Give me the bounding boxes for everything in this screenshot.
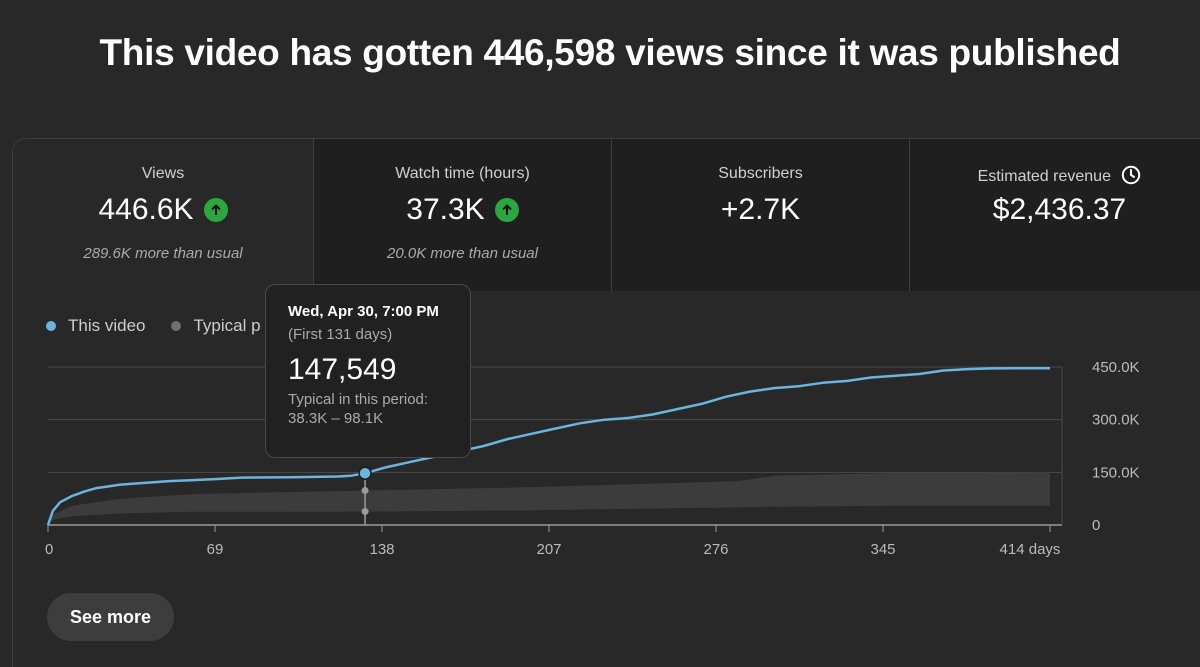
tab-subscribers[interactable]: Subscribers +2.7K bbox=[611, 139, 909, 291]
legend-label: Typical p bbox=[193, 316, 261, 335]
y-tick-label: 450.0K bbox=[1092, 359, 1140, 376]
clock-icon bbox=[1121, 165, 1141, 190]
tab-label-text: Estimated revenue bbox=[977, 168, 1111, 185]
tooltip-typical-label: Typical in this period: bbox=[288, 391, 429, 408]
tab-label: Watch time (hours) bbox=[395, 165, 530, 182]
tab-note: 20.0K more than usual bbox=[387, 245, 538, 262]
tooltip-typical-range: 38.3K – 98.1K bbox=[288, 410, 384, 427]
tooltip-value: 147,549 bbox=[288, 353, 397, 386]
chart-tooltip: Wed, Apr 30, 7:00 PM (First 131 days) 14… bbox=[265, 284, 471, 458]
tab-value: $2,436.37 bbox=[992, 193, 1127, 226]
y-tick-label: 0 bbox=[1092, 517, 1100, 534]
tab-label: Subscribers bbox=[718, 165, 803, 182]
tab-label: Views bbox=[141, 165, 185, 182]
legend-dot bbox=[171, 321, 182, 331]
tab-watch-time[interactable]: Watch time (hours) 37.3K 20.0K more than… bbox=[313, 139, 611, 291]
x-tick-label: 345 bbox=[870, 541, 895, 558]
y-tick-label: 150.0K bbox=[1092, 464, 1140, 481]
y-tick-label: 300.0K bbox=[1092, 412, 1140, 429]
views-chart[interactable]: 0 150.0K 300.0K 450.0K 0 69 138 207 276 345 414 da… bbox=[0, 0, 1200, 580]
tab-views[interactable]: Views 446.6K 289.6K more than usual bbox=[13, 139, 313, 291]
arrow-up-icon bbox=[494, 198, 519, 222]
tab-estimated-revenue[interactable]: Estimated revenue $2,436.37 bbox=[909, 139, 1200, 291]
x-tick-label: 0 bbox=[45, 541, 53, 558]
metric-tabs: Views 446.6K 289.6K more than usual Watc… bbox=[13, 139, 1200, 291]
x-tick-label: 207 bbox=[536, 541, 561, 558]
legend-item-typical[interactable]: Typical p bbox=[171, 316, 261, 336]
legend-item-this-video[interactable]: This video bbox=[46, 316, 145, 336]
see-more-button[interactable]: See more bbox=[47, 593, 174, 641]
page-title: This video has gotten 446,598 views sinc… bbox=[99, 32, 1121, 73]
legend-label: This video bbox=[68, 316, 146, 335]
tab-value: +2.7K bbox=[720, 193, 801, 226]
typical-high-marker bbox=[361, 487, 369, 495]
x-tick-label: 276 bbox=[703, 541, 728, 558]
chart-legend: This video Typical p bbox=[46, 316, 261, 336]
typical-range-band bbox=[48, 472, 1050, 525]
this-video-line bbox=[46, 366, 1050, 526]
typical-low-marker bbox=[361, 508, 369, 516]
tab-label: Estimated revenue bbox=[896, 165, 1200, 190]
tab-value: 37.3K bbox=[406, 193, 485, 226]
x-tick-label: 138 bbox=[369, 541, 394, 558]
x-tick-label: 414 days bbox=[1000, 541, 1061, 558]
x-tick-label: 69 bbox=[207, 541, 224, 558]
analytics-card: Views 446.6K 289.6K more than usual Watc… bbox=[12, 138, 1200, 667]
arrow-up-icon bbox=[203, 198, 228, 222]
tooltip-period: (First 131 days) bbox=[288, 326, 393, 343]
tab-value: 446.6K bbox=[98, 193, 194, 226]
tooltip-date: Wed, Apr 30, 7:00 PM bbox=[288, 303, 439, 320]
legend-dot bbox=[46, 321, 56, 331]
highlight-point bbox=[358, 466, 372, 480]
tab-note: 289.6K more than usual bbox=[83, 245, 243, 262]
